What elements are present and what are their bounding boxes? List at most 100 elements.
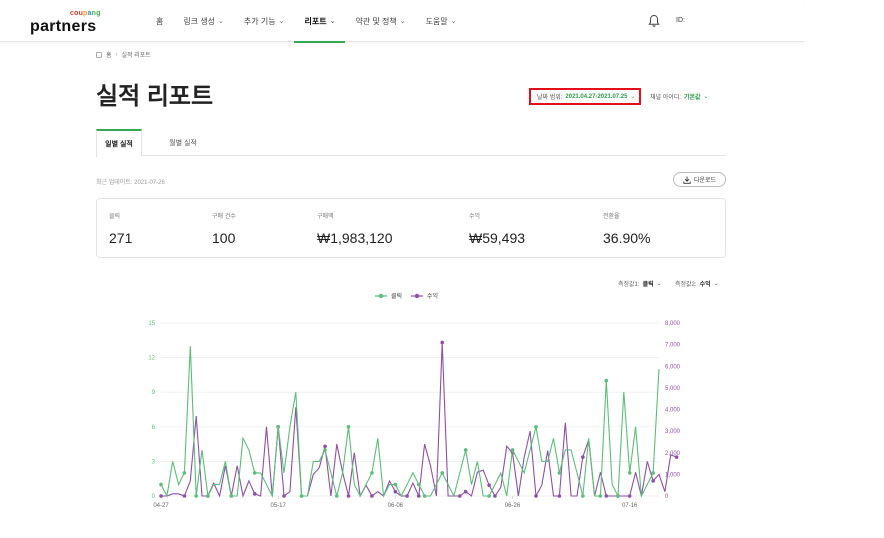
breadcrumb: 홈 › 실적 리포트	[96, 50, 151, 59]
chevron-down-icon: ⌄	[278, 18, 285, 25]
stat-value: 271	[109, 230, 133, 246]
chevron-down-icon: ⌄	[329, 18, 336, 25]
chevron-down-icon: ⌄	[399, 18, 406, 25]
data-point	[206, 494, 210, 498]
tab-daily[interactable]: 일별 실적	[96, 129, 142, 157]
user-id-label[interactable]: ID:	[676, 17, 685, 24]
x-tick-label: 06-26	[505, 503, 521, 509]
stat-label: 구매 건수	[212, 214, 236, 220]
tab-monthly[interactable]: 월별 실적	[169, 139, 197, 147]
nav-item-2[interactable]: 추가 기능 ⌄	[234, 0, 295, 42]
data-point	[463, 489, 468, 494]
chevron-down-icon: ⌄	[218, 18, 224, 25]
y-right-tick: 8,000	[665, 321, 681, 327]
data-point	[510, 448, 515, 452]
data-point	[487, 494, 491, 498]
breadcrumb-current: 실적 리포트	[121, 53, 151, 59]
nav-item-1[interactable]: 링크 생성 ⌄	[173, 0, 234, 42]
data-point	[194, 494, 198, 498]
stat-label: 전환율	[603, 214, 620, 220]
data-point	[370, 471, 374, 475]
notification-bell-icon[interactable]	[648, 14, 660, 28]
y-right-tick: 3,000	[665, 429, 681, 435]
data-point	[487, 483, 491, 487]
page-title: 실적 리포트	[96, 83, 214, 110]
chevron-down-icon: ⌄	[656, 281, 662, 287]
data-point	[282, 494, 286, 498]
stat-conversion-rate: 전환율 36.90%	[603, 211, 650, 246]
data-point	[229, 494, 234, 498]
data-point	[534, 425, 538, 429]
y-right-tick: 0	[665, 494, 669, 500]
x-tick-label: 06-06	[388, 503, 404, 509]
nav-item-label: 추가 기능	[243, 16, 276, 26]
data-point	[416, 482, 421, 487]
report-tabs: 일별 실적 월별 실적	[96, 129, 726, 157]
download-button[interactable]: 다운로드	[673, 172, 726, 187]
data-point	[557, 494, 562, 498]
chevron-down-icon: ⌄	[703, 94, 709, 100]
legend-label: 클릭	[391, 292, 402, 300]
y-right-tick: 1,000	[665, 472, 681, 478]
data-point	[440, 340, 445, 345]
channel-id-value: 기본값	[683, 95, 701, 101]
y-right-tick: 2,000	[665, 451, 681, 457]
data-point	[627, 471, 632, 475]
data-point	[557, 471, 562, 475]
y-right-tick: 6,000	[665, 364, 681, 370]
stat-value: 36.90%	[603, 230, 651, 246]
measure1-label: 측정값1:	[618, 282, 640, 288]
measure2-label: 측정값2:	[675, 282, 697, 288]
nav-item-label: 리포트	[304, 16, 327, 26]
stat-value: ₩59,493	[469, 230, 526, 246]
nav-item-4[interactable]: 약관 및 정책 ⌄	[345, 0, 415, 42]
data-point	[422, 494, 427, 498]
data-point	[405, 494, 409, 498]
stat-label: 클릭	[109, 214, 121, 220]
data-point	[651, 479, 655, 483]
measure2-select[interactable]: 측정값2: 수익 ⌄	[675, 279, 719, 288]
data-point	[416, 494, 421, 498]
nav-item-label: 홈	[156, 16, 164, 26]
download-icon	[683, 176, 691, 184]
data-point	[276, 425, 280, 429]
measure1-select[interactable]: 측정값1: 클릭 ⌄	[618, 279, 662, 288]
data-point	[159, 494, 163, 498]
data-point	[252, 471, 257, 475]
data-point	[393, 482, 398, 487]
channel-id-label: 채널 아이디:	[650, 95, 681, 101]
data-point	[463, 448, 468, 452]
main-menu: 홈 링크 생성 ⌄ 추가 기능 ⌄ 리포트 ⌄ 약관 및 정책 ⌄ 도움말 ⌄	[146, 0, 467, 43]
nav-item-5[interactable]: 도움말 ⌄	[416, 0, 467, 42]
chevron-down-icon: ⌄	[630, 94, 636, 100]
stat-value: ₩1,983,120	[317, 230, 393, 246]
stat-revenue: 수익 ₩59,493	[469, 211, 525, 246]
home-icon[interactable]	[96, 51, 102, 58]
data-point	[581, 494, 585, 498]
date-range-picker[interactable]: 날짜 범위: 2021.04.27-2021.07.25 ⌄	[529, 88, 641, 105]
nav-item-label: 도움말	[425, 16, 448, 26]
data-point	[627, 494, 632, 498]
channel-id-select[interactable]: 채널 아이디: 기본값 ⌄	[650, 92, 709, 101]
nav-item-0[interactable]: 홈	[146, 0, 173, 42]
data-point	[334, 494, 339, 498]
logo-small-text: coupang	[70, 10, 101, 17]
breadcrumb-home[interactable]: 홈	[106, 53, 112, 59]
data-point	[323, 444, 327, 449]
summary-stats: 클릭 271 구매 건수 100 구매액 ₩1,983,120 수익 ₩59,4…	[96, 198, 726, 258]
y-right-tick: 4,000	[665, 408, 681, 414]
data-point	[604, 494, 609, 498]
nav-item-3[interactable]: 리포트 ⌄	[294, 0, 346, 43]
data-point	[393, 489, 398, 494]
date-range-label: 날짜 범위:	[537, 95, 563, 101]
stat-orders: 구매 건수 100	[212, 211, 236, 246]
data-point	[182, 494, 187, 498]
data-point	[182, 471, 187, 475]
data-point	[458, 494, 462, 498]
legend-label: 수익	[427, 292, 438, 300]
stat-label: 구매액	[317, 214, 334, 220]
data-point	[346, 494, 351, 498]
stat-purchase-amount: 구매액 ₩1,983,120	[317, 211, 393, 246]
y-right-tick: 5,000	[665, 386, 681, 392]
series-line	[161, 342, 677, 499]
